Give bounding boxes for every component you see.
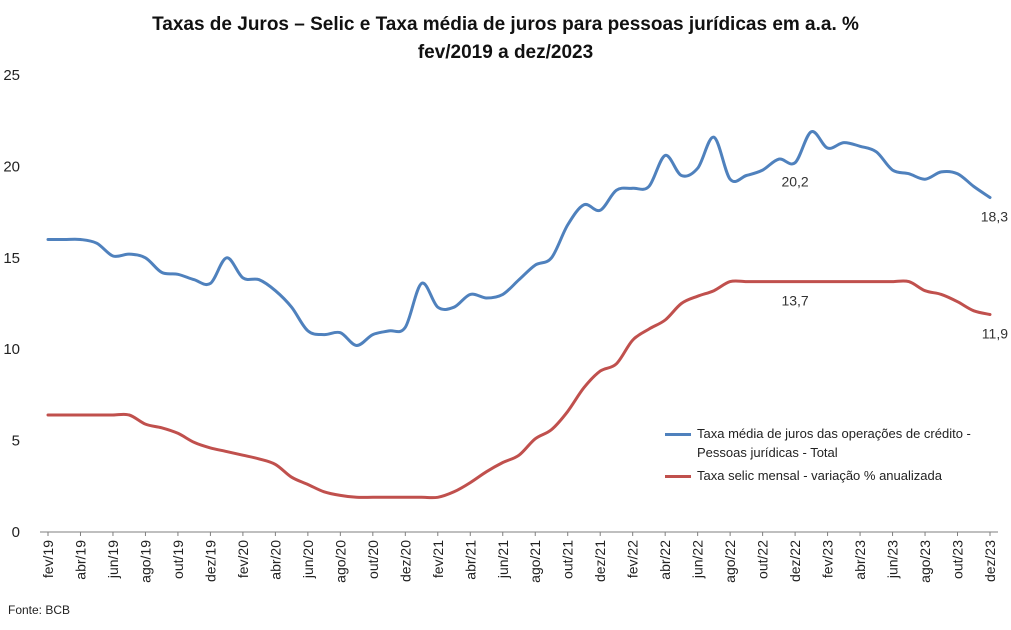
x-tick-label: out/21 [560,540,576,579]
x-tick-label: out/22 [755,540,771,579]
data-label: 13,7 [781,293,808,309]
chart-title: Taxas de Juros – Selic e Taxa média de j… [152,14,859,35]
x-tick-label: out/20 [365,540,381,579]
data-label: 18,3 [981,208,1008,224]
x-tick-label: fev/21 [430,540,446,578]
x-tick-label: dez/23 [982,540,998,582]
y-tick-label-10: 10 [3,341,20,358]
x-tick-label: ago/19 [137,540,153,583]
x-tick-label: dez/21 [592,540,608,582]
data-label: 11,9 [982,325,1008,341]
chart-subtitle: fev/2019 a dez/2023 [417,42,594,63]
series-line-2 [46,279,992,500]
x-tick-label: dez/22 [787,540,803,582]
y-tick-label-0: 0 [12,524,20,541]
y-tick-label-25: 25 [3,67,20,84]
x-tick-label: fev/20 [235,540,251,578]
x-tick-label: jun/21 [495,540,511,579]
x-tick-label: out/19 [170,540,186,579]
x-tick-label: jun/22 [690,540,706,579]
y-tick-label-20: 20 [3,158,20,175]
x-tick-label: fev/22 [625,540,641,578]
x-tick-label: out/23 [950,540,966,579]
series-line-1 [46,130,992,347]
y-tick-label-5: 5 [12,433,20,450]
x-tick-label: fev/19 [40,540,56,578]
legend-label-series-1: Taxa média de juros das operações de cré… [697,426,971,460]
x-tick-label: abr/21 [462,540,478,580]
x-tick-label: dez/20 [397,540,413,582]
legend-label-series-2: Taxa selic mensal - variação % anualizad… [697,468,942,483]
x-tick-label: ago/22 [722,540,738,583]
x-tick-label: ago/23 [917,540,933,583]
x-tick-label: ago/21 [527,540,543,583]
x-tick-label: jun/23 [885,540,901,579]
x-tick-label: dez/19 [202,540,218,582]
x-tick-label: fev/23 [820,540,836,578]
legend-item-series-1: Taxa média de juros das operações de cré… [665,424,987,462]
x-tick-label: abr/20 [267,540,283,580]
x-tick-label: jun/19 [105,540,121,579]
x-tick-label: jun/20 [300,540,316,579]
legend-swatch-red [665,475,691,478]
x-tick-label: abr/23 [852,540,868,580]
legend-swatch-blue [665,433,691,436]
x-tick-label: abr/22 [657,540,673,580]
source-note: Fonte: BCB [8,603,71,617]
legend-item-series-2: Taxa selic mensal - variação % anualizad… [665,466,987,485]
legend: Taxa média de juros das operações de cré… [665,424,987,489]
y-tick-label-15: 15 [3,250,20,267]
data-label: 20,2 [781,174,808,190]
x-tick-label: ago/20 [332,540,348,583]
x-tick-label: abr/19 [72,540,88,580]
